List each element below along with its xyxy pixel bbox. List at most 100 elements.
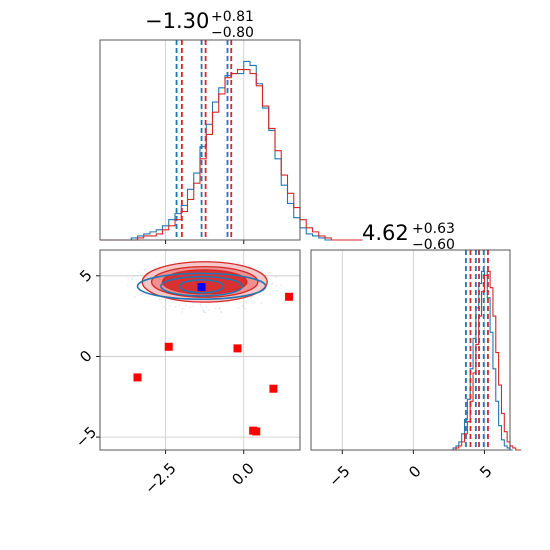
hist-series-1: [450, 270, 522, 451]
sample-point: [275, 285, 277, 288]
title-param1: −1.30: [145, 9, 209, 33]
sample-point: [204, 311, 206, 314]
sample-point: [180, 311, 183, 313]
sample-point: [142, 292, 144, 294]
sample-point: [127, 284, 129, 287]
sample-point: [131, 277, 133, 280]
scatter-2d-panel: −2.5 0.0 −5 0 5: [72, 249, 301, 498]
sample-point: [127, 277, 129, 280]
title-param2: 4.62: [362, 221, 409, 245]
marker-red-3: [133, 373, 142, 382]
contour-red-0: [161, 269, 248, 295]
sample-point: [243, 262, 245, 264]
xtick-label-0: −5: [325, 462, 353, 490]
sample-point: [133, 296, 136, 298]
contour-blue-1: [160, 275, 243, 297]
xtick-label-1: 0: [405, 462, 424, 481]
marker-red-0: [285, 292, 294, 301]
sample-point: [172, 301, 175, 303]
marker-blue: [197, 283, 206, 292]
sample-point: [272, 282, 274, 284]
sample-point: [132, 275, 135, 278]
sample-point: [143, 268, 146, 271]
sample-point: [203, 311, 205, 313]
hist1-frame: [99, 39, 301, 241]
title-param1-sup: +0.81: [211, 9, 254, 25]
marker-red-4: [269, 384, 278, 393]
sample-point: [168, 304, 171, 307]
sample-point: [260, 302, 263, 304]
xtick-label-0: −2.5: [141, 459, 179, 497]
histogram-param2: −5 0 5: [310, 249, 522, 490]
sample-point: [271, 289, 273, 292]
title-param2-sup: +0.63: [412, 221, 455, 237]
sample-point: [256, 297, 259, 300]
marker-red-1: [164, 342, 173, 351]
title-param2-sub: −0.60: [412, 237, 455, 253]
ytick-label-1: 0: [76, 347, 95, 366]
sample-point: [219, 310, 222, 313]
sample-point: [205, 305, 208, 308]
sample-point: [269, 271, 271, 274]
sample-point: [269, 292, 271, 295]
sample-point: [144, 269, 147, 271]
sample-point: [280, 284, 283, 286]
sample-point: [256, 266, 259, 269]
sample-point: [199, 303, 202, 306]
title-param1-sub: −0.80: [211, 25, 254, 41]
sample-point: [139, 284, 142, 287]
sample-point: [218, 307, 221, 309]
sample-point: [237, 307, 240, 309]
sample-point: [202, 310, 205, 312]
sample-point: [192, 305, 195, 308]
sample-point: [259, 294, 262, 296]
sample-point: [201, 306, 203, 309]
sample-point: [266, 286, 268, 288]
xtick-label-2: 5: [476, 462, 495, 481]
sample-point: [141, 293, 143, 296]
sample-point: [146, 295, 149, 297]
sample-point: [158, 298, 161, 300]
sample-point: [202, 309, 205, 311]
contour-blue-0: [178, 279, 225, 294]
sample-point: [250, 296, 252, 299]
scatter-frame: [99, 249, 301, 451]
sample-point: [189, 306, 191, 309]
marker-red-2: [233, 344, 242, 353]
sample-point: [243, 307, 246, 310]
sample-point: [218, 307, 220, 310]
sample-point: [242, 305, 244, 307]
sample-point: [275, 289, 278, 292]
sample-point: [160, 301, 163, 304]
sample-point: [174, 305, 177, 308]
hist2-frame: [310, 249, 511, 451]
sample-point: [137, 271, 140, 274]
ytick-label-2: 5: [76, 266, 95, 285]
sample-point: [165, 308, 167, 311]
ytick-label-0: −5: [72, 423, 100, 451]
contour-blue-2: [136, 272, 267, 300]
sample-point: [178, 304, 181, 307]
sample-point: [250, 265, 252, 268]
sample-point: [162, 306, 165, 309]
sample-point: [270, 283, 273, 286]
sample-point: [208, 309, 210, 312]
sample-point: [199, 304, 202, 307]
sample-point: [157, 262, 160, 264]
sample-point: [131, 278, 133, 280]
sample-point: [275, 276, 277, 278]
histogram-param1: [99, 39, 363, 244]
marker-red-6: [252, 427, 261, 436]
sample-point: [185, 304, 187, 307]
sample-point: [173, 261, 176, 264]
sample-point: [245, 301, 248, 303]
sample-point: [214, 307, 217, 310]
sample-point: [267, 272, 270, 274]
sample-point: [276, 289, 279, 292]
sample-point: [181, 307, 183, 310]
xtick-label-1: 0.0: [228, 459, 258, 489]
sample-point: [220, 311, 223, 314]
hist-series-0: [450, 270, 513, 451]
sample-point: [253, 296, 256, 299]
